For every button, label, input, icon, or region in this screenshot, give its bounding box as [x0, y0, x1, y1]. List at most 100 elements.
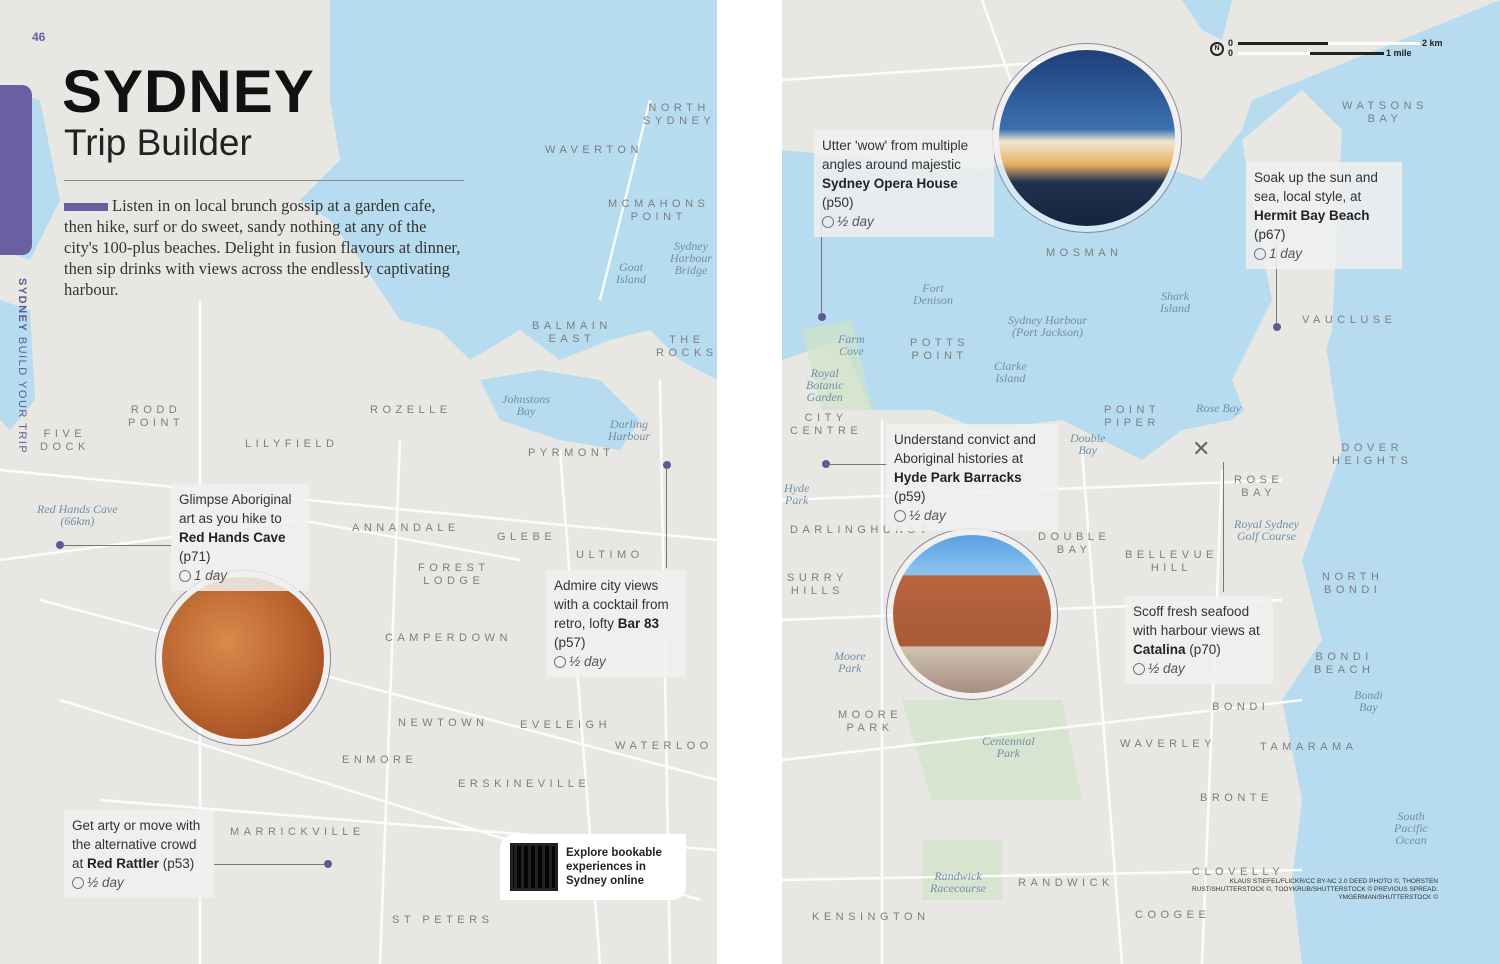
- callout-text: Soak up the sun and sea, local style, at…: [1254, 170, 1378, 242]
- qr-box[interactable]: Explore bookable experiences in Sydney o…: [500, 834, 686, 900]
- right-suburb-label: CLOVELLY: [1192, 866, 1285, 878]
- left-suburb-label: ST PETERS: [392, 914, 494, 926]
- scale-km-zero: 0: [1228, 38, 1234, 48]
- clock-icon: [1133, 662, 1145, 675]
- right-suburb-label: BONDI: [1212, 701, 1270, 713]
- left-suburb-label: GLEBE: [497, 531, 557, 543]
- right-suburb-label: POTTS POINT: [910, 337, 970, 362]
- opera-house-marker[interactable]: [818, 313, 826, 321]
- clock-icon: [894, 509, 906, 522]
- left-suburb-label: LILYFIELD: [245, 438, 339, 450]
- right-water_label-label: Rose Bay: [1196, 401, 1241, 415]
- left-water_label-label: Goat Island: [616, 260, 646, 286]
- left-suburb-label: NEWTOWN: [398, 717, 489, 729]
- right-suburb-label: BONDI BEACH: [1314, 651, 1375, 676]
- left-suburb-label: WAVERTON: [545, 144, 643, 156]
- callout-catalina[interactable]: Scoff fresh seafood with harbour views a…: [1125, 596, 1273, 684]
- catalina-marker-icon[interactable]: ✕: [1192, 436, 1211, 461]
- right-suburb-label: BELLEVUE HILL: [1125, 549, 1218, 574]
- right-map-page: WATSONS BAY MOSMAN VAUCLUSE POTTS POINT CITY…: [782, 0, 1500, 964]
- clock-icon: [179, 569, 191, 582]
- left-suburb-label: NORTH SYDNEY: [643, 102, 716, 127]
- right-suburb-label: MOORE PARK: [838, 709, 903, 734]
- section-tab[interactable]: [0, 85, 32, 255]
- right-suburb-label: DOVER HEIGHTS: [1332, 442, 1413, 467]
- callout-text: Glimpse Aboriginal art as you hike to Re…: [179, 492, 292, 564]
- right-suburb-label: DOUBLE BAY: [1038, 531, 1111, 556]
- left-suburb-label: ENMORE: [342, 754, 418, 766]
- right-water_label-label: Moore Park: [834, 649, 866, 675]
- callout-red-hands-cave[interactable]: Glimpse Aboriginal art as you hike to Re…: [171, 484, 309, 591]
- callout-text: Get arty or move with the alternative cr…: [72, 818, 201, 871]
- callout-opera-house[interactable]: Utter 'wow' from multiple angles around …: [814, 130, 994, 237]
- clock-icon: [554, 655, 566, 668]
- right-water_label-label: Centennial Park: [982, 734, 1035, 760]
- callout-text: Admire city views with a cocktail from r…: [554, 578, 669, 650]
- scale-bar: N 0 0 2 km 1 mile: [1210, 38, 1443, 62]
- qr-text: Explore bookable experiences in Sydney o…: [566, 847, 662, 887]
- left-suburb-label: MCMAHONS POINT: [608, 198, 710, 223]
- left-water_label-label: Red Hands Cave (66km): [37, 502, 118, 528]
- callout-text: Utter 'wow' from multiple angles around …: [822, 138, 969, 210]
- left-suburb-label: ULTIMO: [576, 549, 644, 561]
- scale-mile-label: 1 mile: [1386, 48, 1412, 58]
- right-water_label-label: Bondi Bay: [1354, 688, 1383, 714]
- intro-body: Listen in on local brunch gossip at a ga…: [64, 196, 461, 299]
- right-water_label-label: Randwick Racecourse: [930, 869, 986, 895]
- duration: 1 day: [1254, 244, 1394, 263]
- scale-km-label: 2 km: [1422, 38, 1443, 48]
- duration: ½ day: [894, 506, 1050, 525]
- left-water_label-label: Darling Harbour: [608, 417, 651, 443]
- opera-house-photo: [992, 43, 1182, 233]
- callout-red-rattler[interactable]: Get arty or move with the alternative cr…: [64, 810, 214, 898]
- right-suburb-label: BRONTE: [1200, 792, 1273, 804]
- bar-83-marker[interactable]: [663, 461, 671, 469]
- intro-bar: [64, 203, 108, 212]
- left-suburb-label: BALMAIN EAST: [532, 320, 612, 345]
- red-hands-cave-photo: [155, 570, 331, 746]
- qr-code-icon[interactable]: [510, 843, 558, 891]
- right-water_label-label: Shark Island: [1160, 289, 1190, 315]
- clock-icon: [72, 876, 84, 889]
- hermit-bay-marker[interactable]: [1273, 323, 1281, 331]
- right-water_label-label: Double Bay: [1070, 431, 1106, 457]
- side-tab-rest: BUILD YOUR TRIP: [16, 336, 28, 455]
- duration: 1 day: [179, 566, 301, 585]
- right-water_label-label: Royal Sydney Golf Course: [1234, 517, 1299, 543]
- right-water_label-label: Sydney Harbour (Port Jackson): [1008, 313, 1087, 339]
- hyde-park-barracks-marker[interactable]: [822, 460, 830, 468]
- right-water_label-label: Clarke Island: [994, 359, 1027, 385]
- left-suburb-label: FOREST LODGE: [418, 562, 490, 587]
- page-subtitle: Trip Builder: [64, 122, 252, 163]
- right-water_label-label: Hyde Park: [784, 481, 810, 507]
- right-suburb-label: MOSMAN: [1046, 247, 1123, 259]
- left-suburb-label: EVELEIGH: [520, 719, 612, 731]
- right-suburb-label: WATSONS BAY: [1342, 100, 1428, 125]
- right-suburb-label: RANDWICK: [1018, 877, 1114, 889]
- north-arrow-icon: N: [1210, 42, 1224, 56]
- red-hands-cave-marker[interactable]: [56, 541, 64, 549]
- callout-text: Scoff fresh seafood with harbour views a…: [1133, 604, 1260, 657]
- callout-hermit-bay[interactable]: Soak up the sun and sea, local style, at…: [1246, 162, 1402, 269]
- red-rattler-marker[interactable]: [324, 860, 332, 868]
- callout-bar-83[interactable]: Admire city views with a cocktail from r…: [546, 570, 686, 677]
- left-suburb-label: CAMPERDOWN: [385, 632, 512, 644]
- right-suburb-label: NORTH BONDI: [1322, 571, 1384, 596]
- callout-hyde-park-barracks[interactable]: Understand convict and Aboriginal histor…: [886, 424, 1058, 531]
- right-water_label-label: South Pacific Ocean: [1394, 809, 1428, 847]
- scale-mile-zero: 0: [1228, 48, 1234, 58]
- left-suburb-label: ROZELLE: [370, 404, 452, 416]
- page-number: 46: [32, 30, 46, 44]
- left-suburb-label: WATERLOO: [615, 740, 713, 752]
- right-suburb-label: VAUCLUSE: [1302, 314, 1397, 326]
- left-suburb-label: PYRMONT: [528, 447, 615, 459]
- right-water_label-label: Royal Botanic Garden: [806, 366, 844, 404]
- duration: ½ day: [822, 212, 986, 231]
- side-tab-bold: SYDNEY: [16, 278, 28, 333]
- left-suburb-label: FIVE DOCK: [40, 428, 90, 453]
- right-suburb-label: POINT PIPER: [1104, 404, 1161, 429]
- hyde-park-barracks-photo: [886, 528, 1058, 700]
- right-suburb-label: KENSINGTON: [812, 911, 930, 923]
- left-water_label-label: Johnstons Bay: [502, 392, 550, 418]
- right-suburb-label: ROSE BAY: [1234, 474, 1284, 499]
